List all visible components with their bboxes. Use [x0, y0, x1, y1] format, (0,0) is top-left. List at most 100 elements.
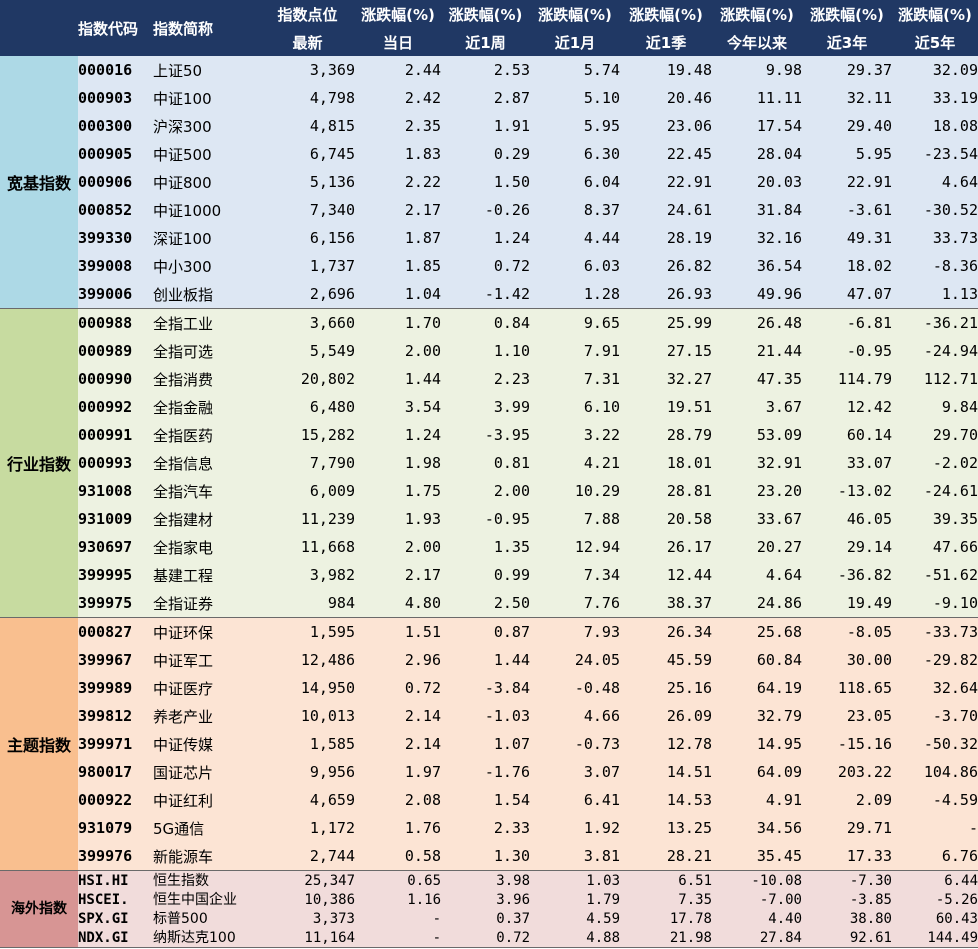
cell-change-ytd: 28.04 [756, 145, 802, 163]
header-corner [0, 0, 78, 56]
cell-change-1-quarter: 28.19 [666, 229, 712, 247]
cell-index-points: 1,595 [309, 623, 355, 641]
cell-change-today: 1.51 [404, 623, 441, 641]
cell-change-1-month: 24.05 [574, 651, 620, 669]
cell-change-ytd: 4.40 [768, 910, 802, 927]
cell-change-1-quarter: 13.25 [666, 819, 712, 837]
cell-index-points: 4,659 [309, 791, 355, 809]
cell-change-1-week: 3.99 [493, 398, 530, 416]
cell-change-ytd: 64.09 [756, 763, 802, 781]
cell-change-1-month: 1.28 [530, 280, 620, 309]
cell-index-code: 000016 [78, 61, 133, 79]
cell-change-today: - [432, 910, 441, 927]
cell-change-5-years: -23.54 [923, 145, 978, 163]
table-row: 399971 中证传媒 1,585 2.14 1.07 -0.73 12.78 14.95 -1… [0, 730, 978, 758]
cell-change-1-quarter: 19.48 [666, 61, 712, 79]
cell-index-name: 全指汽车 [153, 482, 214, 501]
cell-change-1-quarter: 26.93 [620, 280, 712, 309]
cell-change-3-years: 12.42 [846, 398, 892, 416]
cell-index-code: HSCEI. [78, 891, 129, 908]
table-row: 399967 中证军工 12,486 2.96 1.44 24.05 45.59 60.84 3… [0, 646, 978, 674]
cell-change-5-years: 29.70 [932, 426, 978, 444]
cell-index-code: 931009 [78, 510, 133, 528]
cell-index-code: 399995 [78, 566, 133, 584]
cell-change-today: 1.44 [404, 370, 441, 388]
cell-index-points: 3,369 [309, 61, 355, 79]
cell-change-5-years: -2.02 [932, 454, 978, 472]
cell-change-ytd: -7.00 [759, 891, 802, 908]
cell-change-1-week: 1.07 [493, 735, 530, 753]
cell-change-5-years: 47.66 [932, 538, 978, 556]
cell-change-3-years: 30.00 [846, 651, 892, 669]
cell-change-1-month: 6.41 [583, 791, 620, 809]
cell-change-1-quarter: 38.37 [620, 589, 712, 618]
cell-change-1-week: 0.84 [493, 314, 530, 332]
cell-change-5-years: 60.43 [935, 910, 978, 927]
cell-index-code: 399330 [78, 229, 133, 247]
cell-index-name: 中证500 [153, 145, 212, 164]
cell-change-1-quarter: 12.78 [666, 735, 712, 753]
table-row: 海外指数 HSI.HI 恒生指数 25,347 0.65 3.98 1.03 6.51 -10.… [0, 870, 978, 948]
table-row: 399976 新能源车 2,744 0.58 1.30 3.81 28.21 35.45 17.… [0, 842, 978, 871]
header-row-1: 指数代码 指数简称 指数点位 涨跌幅(%) 涨跌幅(%) 涨跌幅(%) 涨跌幅(… [0, 0, 978, 56]
table-row: 000993 全指信息 7,790 1.98 0.81 4.21 18.01 32.91 33.… [0, 449, 978, 477]
header-index-name: 指数简称 [153, 0, 260, 56]
cell-change-ytd: 20.03 [756, 173, 802, 191]
cell-change-1-week: -1.03 [484, 707, 530, 725]
cell-change-today: 2.08 [404, 791, 441, 809]
cell-change-5-years: 144.49 [892, 928, 978, 948]
cell-change-ytd: 17.54 [756, 117, 802, 135]
cell-change-today: 1.75 [404, 482, 441, 500]
cell-change-5-years: 1.13 [892, 280, 978, 309]
cell-index-code: 000922 [78, 791, 133, 809]
cell-index-code: 931079 [78, 819, 133, 837]
cell-change-ytd: 33.67 [756, 510, 802, 528]
cell-index-points: 12,486 [300, 651, 355, 669]
cell-change-5-years: -8.36 [932, 257, 978, 275]
cell-change-5-years: 32.09 [932, 61, 978, 79]
table-row: 000992 全指金融 6,480 3.54 3.99 6.10 19.51 3.67 12.4… [0, 393, 978, 421]
cell-index-code: 000989 [78, 342, 133, 360]
header-latest: 最新 [260, 28, 355, 56]
cell-index-points: 9,956 [309, 763, 355, 781]
cell-change-ytd: 27.84 [712, 928, 802, 948]
table-row: HSCEI. 恒生中国企业 10,386 1.16 3.96 1.79 7.35 -7.00 -… [0, 890, 978, 909]
header-index-points: 指数点位 [260, 0, 355, 28]
cell-index-points: 20,802 [300, 370, 355, 388]
cell-change-3-years: 18.02 [846, 257, 892, 275]
cell-change-1-week: 2.00 [493, 482, 530, 500]
cell-change-1-week: 0.37 [496, 910, 530, 927]
cell-change-3-years: 47.07 [802, 280, 892, 309]
cell-change-1-week: 1.54 [493, 791, 530, 809]
cell-index-points: 10,013 [300, 707, 355, 725]
cell-index-name: 恒生指数 [153, 872, 209, 889]
table-row: 000989 全指可选 5,549 2.00 1.10 7.91 27.15 21.44 -0.… [0, 337, 978, 365]
cell-index-name: 中证医疗 [153, 679, 214, 698]
cell-change-1-month: 4.66 [583, 707, 620, 725]
table-row: 931009 全指建材 11,239 1.93 -0.95 7.88 20.58 33.67 4… [0, 505, 978, 533]
cell-change-1-quarter: 25.99 [666, 314, 712, 332]
cell-change-today: 1.87 [404, 229, 441, 247]
cell-index-name: 创业板指 [153, 280, 260, 309]
table-row: 000905 中证500 6,745 1.83 0.29 6.30 22.45 28.04 5.… [0, 140, 978, 168]
cell-change-3-years: 32.11 [846, 89, 892, 107]
group-label: 宽基指数 [0, 56, 78, 309]
cell-change-5-years: -50.32 [923, 735, 978, 753]
header-1-month: 近1月 [530, 28, 620, 56]
cell-change-ytd: 31.84 [756, 201, 802, 219]
cell-index-name: 中证1000 [153, 201, 222, 220]
cell-change-1-week: 0.81 [493, 454, 530, 472]
table-row: 000903 中证100 4,798 2.42 2.87 5.10 20.46 11.11 32… [0, 84, 978, 112]
cell-index-code: 000852 [78, 201, 133, 219]
cell-index-points: 5,136 [309, 173, 355, 191]
cell-change-5-years: -24.61 [923, 482, 978, 500]
cell-index-code: 000905 [78, 145, 133, 163]
cell-index-name: 养老产业 [153, 707, 214, 726]
cell-change-5-years: 4.64 [941, 173, 978, 191]
cell-change-3-years: 114.79 [837, 370, 892, 388]
cell-change-today: 2.00 [404, 342, 441, 360]
cell-change-1-month: 3.22 [583, 426, 620, 444]
cell-index-points: 2,696 [260, 280, 355, 309]
cell-index-points: 984 [260, 589, 355, 618]
